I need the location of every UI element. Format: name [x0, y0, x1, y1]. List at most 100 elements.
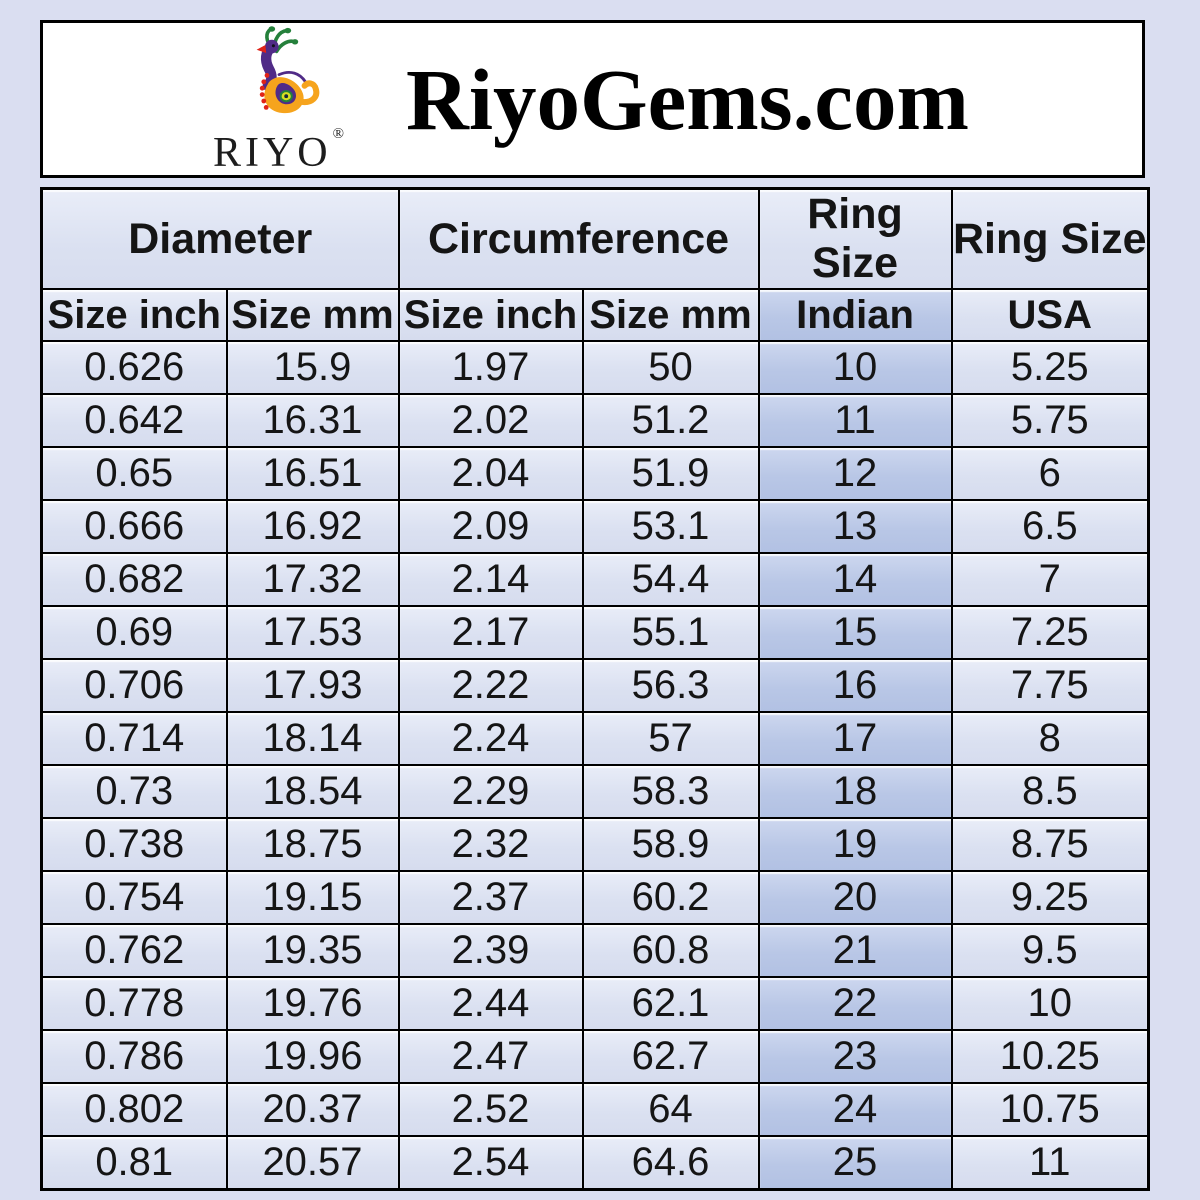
table-cell: 0.626: [40, 340, 228, 395]
table-cell: 62.7: [581, 1029, 760, 1084]
table-cell: 0.682: [40, 552, 228, 607]
table-row: 0.778 19.76 2.44 62.1 22 10: [40, 976, 1150, 1031]
table-cell: 2.44: [397, 976, 584, 1031]
table-cell: 6.5: [950, 499, 1150, 554]
table-cell: 11: [757, 393, 953, 448]
group-header-diameter: Diameter: [40, 187, 400, 290]
table-cell: 19.15: [225, 870, 400, 925]
table-cell: 10: [950, 976, 1150, 1031]
table-cell: 0.666: [40, 499, 228, 554]
table-cell: 1.97: [397, 340, 584, 395]
table-row: 0.666 16.92 2.09 53.1 13 6.5: [40, 499, 1150, 554]
table-cell: 54.4: [581, 552, 760, 607]
table-body: 0.626 15.9 1.97 50 10 5.25 0.642 16.31 2.02 51.2 1…: [40, 340, 1150, 1191]
table-cell: 10.25: [950, 1029, 1150, 1084]
table-cell: 0.714: [40, 711, 228, 766]
table-cell: 19.76: [225, 976, 400, 1031]
sub-header-row: Size inch Size mm Size inch Size mm Indian US…: [40, 288, 1150, 342]
table-cell: 51.9: [581, 446, 760, 501]
table-cell: 2.17: [397, 605, 584, 660]
table-cell: 15.9: [225, 340, 400, 395]
group-header-circumference: Circumference: [397, 187, 760, 290]
table-cell: 9.5: [950, 923, 1150, 978]
table-cell: 25: [757, 1135, 953, 1191]
sub-header-size-mm: Size mm: [225, 288, 400, 342]
table-row: 0.786 19.96 2.47 62.7 23 10.25: [40, 1029, 1150, 1084]
table-cell: 8.75: [950, 817, 1150, 872]
table-cell: 19.35: [225, 923, 400, 978]
table-cell: 2.54: [397, 1135, 584, 1191]
table-cell: 7.75: [950, 658, 1150, 713]
table-cell: 2.22: [397, 658, 584, 713]
table-cell: 0.81: [40, 1135, 228, 1191]
table-cell: 22: [757, 976, 953, 1031]
table-row: 0.738 18.75 2.32 58.9 19 8.75: [40, 817, 1150, 872]
table-row: 0.626 15.9 1.97 50 10 5.25: [40, 340, 1150, 395]
sub-header-size-mm: Size mm: [581, 288, 760, 342]
table-cell: 0.69: [40, 605, 228, 660]
brand-header: RIYO® RiyoGems.com: [40, 20, 1145, 178]
logo-word: RIYO: [212, 129, 332, 176]
riyo-logo: RIYO®: [191, 25, 366, 174]
table-cell: 15: [757, 605, 953, 660]
table-cell: 2.39: [397, 923, 584, 978]
table-cell: 6: [950, 446, 1150, 501]
table-cell: 7: [950, 552, 1150, 607]
table-cell: 9.25: [950, 870, 1150, 925]
table-cell: 57: [581, 711, 760, 766]
table-cell: 0.762: [40, 923, 228, 978]
table-row: 0.642 16.31 2.02 51.2 11 5.75: [40, 393, 1150, 448]
table-cell: 17: [757, 711, 953, 766]
table-cell: 51.2: [581, 393, 760, 448]
table-cell: 2.04: [397, 446, 584, 501]
table-cell: 0.738: [40, 817, 228, 872]
table-row: 0.754 19.15 2.37 60.2 20 9.25: [40, 870, 1150, 925]
table-cell: 16: [757, 658, 953, 713]
table-cell: 14: [757, 552, 953, 607]
table-cell: 64: [581, 1082, 760, 1137]
table-cell: 0.754: [40, 870, 228, 925]
sub-header-usa: USA: [950, 288, 1150, 342]
table-cell: 2.32: [397, 817, 584, 872]
table-cell: 5.25: [950, 340, 1150, 395]
table-cell: 60.2: [581, 870, 760, 925]
table-row: 0.81 20.57 2.54 64.6 25 11: [40, 1135, 1150, 1191]
table-cell: 2.02: [397, 393, 584, 448]
ring-size-table: Diameter Circumference Ring Size Ring Size …: [40, 187, 1151, 1191]
table-row: 0.714 18.14 2.24 57 17 8: [40, 711, 1150, 766]
table-cell: 53.1: [581, 499, 760, 554]
table-cell: 0.65: [40, 446, 228, 501]
table-cell: 55.1: [581, 605, 760, 660]
table-cell: 0.642: [40, 393, 228, 448]
table-cell: 64.6: [581, 1135, 760, 1191]
sub-header-size-inch: Size inch: [397, 288, 584, 342]
table-cell: 17.93: [225, 658, 400, 713]
table-cell: 2.14: [397, 552, 584, 607]
table-cell: 11: [950, 1135, 1150, 1191]
table-cell: 24: [757, 1082, 953, 1137]
table-cell: 58.3: [581, 764, 760, 819]
table-cell: 17.32: [225, 552, 400, 607]
table-cell: 12: [757, 446, 953, 501]
table-cell: 0.706: [40, 658, 228, 713]
table-cell: 13: [757, 499, 953, 554]
table-cell: 20: [757, 870, 953, 925]
sub-header-indian: Indian: [757, 288, 953, 342]
table-cell: 60.8: [581, 923, 760, 978]
table-cell: 58.9: [581, 817, 760, 872]
table-cell: 18: [757, 764, 953, 819]
table-cell: 18.75: [225, 817, 400, 872]
table-cell: 0.786: [40, 1029, 228, 1084]
table-cell: 8: [950, 711, 1150, 766]
table-head: Diameter Circumference Ring Size Ring Size …: [40, 187, 1150, 342]
table-cell: 56.3: [581, 658, 760, 713]
table-row: 0.65 16.51 2.04 51.9 12 6: [40, 446, 1150, 501]
table-row: 0.802 20.37 2.52 64 24 10.75: [40, 1082, 1150, 1137]
table-cell: 20.37: [225, 1082, 400, 1137]
table-cell: 16.51: [225, 446, 400, 501]
table-cell: 18.14: [225, 711, 400, 766]
table-cell: 8.5: [950, 764, 1150, 819]
logo-wordmark: RIYO®: [212, 126, 344, 176]
table-cell: 10.75: [950, 1082, 1150, 1137]
table-cell: 20.57: [225, 1135, 400, 1191]
